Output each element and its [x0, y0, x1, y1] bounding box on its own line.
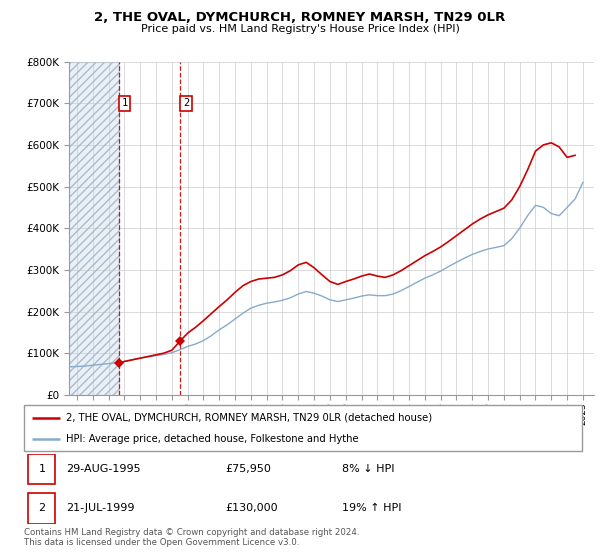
- Text: 19% ↑ HPI: 19% ↑ HPI: [342, 503, 401, 513]
- FancyBboxPatch shape: [28, 454, 55, 484]
- Text: 1: 1: [38, 464, 46, 474]
- Text: HPI: Average price, detached house, Folkestone and Hythe: HPI: Average price, detached house, Folk…: [66, 435, 358, 444]
- Text: £130,000: £130,000: [225, 503, 278, 513]
- Text: Contains HM Land Registry data © Crown copyright and database right 2024.
This d: Contains HM Land Registry data © Crown c…: [24, 528, 359, 547]
- Text: Price paid vs. HM Land Registry's House Price Index (HPI): Price paid vs. HM Land Registry's House …: [140, 24, 460, 34]
- Text: £75,950: £75,950: [225, 464, 271, 474]
- Text: 2, THE OVAL, DYMCHURCH, ROMNEY MARSH, TN29 0LR: 2, THE OVAL, DYMCHURCH, ROMNEY MARSH, TN…: [94, 11, 506, 24]
- Bar: [69, 62, 119, 395]
- Text: 2: 2: [183, 98, 189, 108]
- Text: 2: 2: [38, 503, 46, 513]
- Bar: [69, 62, 119, 395]
- Text: 21-JUL-1999: 21-JUL-1999: [66, 503, 134, 513]
- Text: 1: 1: [121, 98, 128, 108]
- FancyBboxPatch shape: [28, 493, 55, 524]
- Text: 2, THE OVAL, DYMCHURCH, ROMNEY MARSH, TN29 0LR (detached house): 2, THE OVAL, DYMCHURCH, ROMNEY MARSH, TN…: [66, 413, 432, 423]
- Text: 29-AUG-1995: 29-AUG-1995: [66, 464, 140, 474]
- Text: 8% ↓ HPI: 8% ↓ HPI: [342, 464, 395, 474]
